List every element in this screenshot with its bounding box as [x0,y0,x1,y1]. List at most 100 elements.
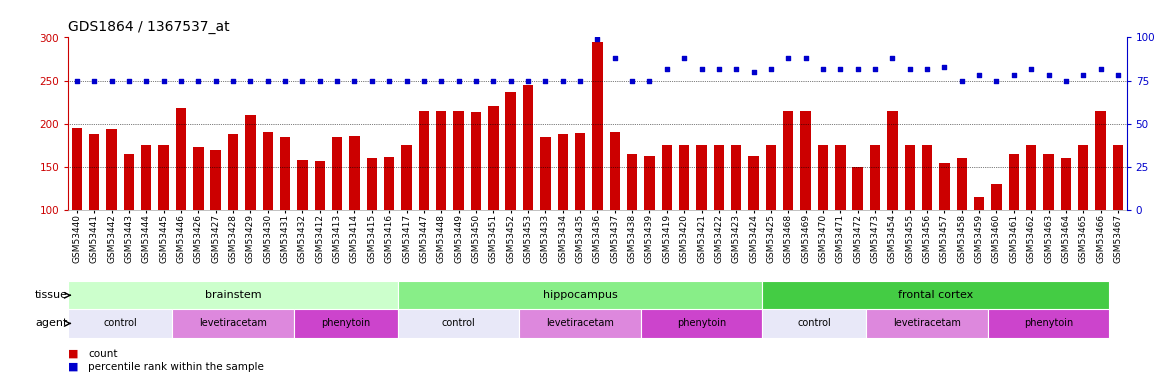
Point [693,66,711,72]
Bar [991,184,1002,210]
Bar [762,309,867,338]
Point [848,66,867,72]
Bar [397,309,520,338]
Point [449,78,468,84]
Point [67,78,86,84]
Bar [593,42,602,210]
Bar [385,156,394,210]
Bar [294,309,397,338]
Bar [940,163,950,210]
Bar [922,146,933,210]
Bar [974,197,984,210]
Point [345,78,363,84]
Point [206,78,225,84]
Text: agent: agent [35,318,68,328]
Bar [679,146,689,210]
Bar [228,134,239,210]
Point [917,66,936,72]
Text: phenytoin: phenytoin [677,318,726,328]
Text: ■: ■ [68,362,79,372]
Point [1056,78,1075,84]
Text: GDS1864 / 1367537_at: GDS1864 / 1367537_at [68,20,229,34]
Point [328,78,347,84]
Point [779,55,797,61]
Bar [315,161,325,210]
Point [1074,72,1093,78]
Bar [853,167,863,210]
Text: levetiracetam: levetiracetam [893,318,961,328]
Bar [835,146,846,210]
Point [1109,72,1128,78]
Bar [298,160,308,210]
Point [501,78,520,84]
Bar [1078,146,1089,210]
Text: frontal cortex: frontal cortex [898,290,974,300]
Bar [627,154,637,210]
Text: ■: ■ [68,349,79,359]
Bar [367,158,377,210]
Point [831,66,850,72]
Bar [1009,154,1020,210]
Text: phenytoin: phenytoin [321,318,370,328]
Point [640,78,659,84]
Point [553,78,572,84]
Bar [332,136,342,210]
Text: count: count [88,349,118,359]
Bar [696,146,707,210]
Point [970,72,989,78]
Bar [817,146,828,210]
Text: brainstem: brainstem [205,290,261,300]
Point [432,78,450,84]
Bar [609,132,620,210]
Bar [575,133,586,210]
Bar [262,132,273,210]
Bar [1025,146,1036,210]
Bar [173,309,294,338]
Bar [870,146,880,210]
Point [675,55,694,61]
Point [102,78,121,84]
Point [223,78,242,84]
Point [397,78,416,84]
Bar [762,281,1109,309]
Point [762,66,781,72]
Text: percentile rank within the sample: percentile rank within the sample [88,362,265,372]
Bar [644,156,655,210]
Point [953,78,971,84]
Point [796,55,815,61]
Point [154,78,173,84]
Text: control: control [442,318,475,328]
Point [727,66,746,72]
Point [588,36,607,42]
Text: hippocampus: hippocampus [542,290,617,300]
Point [259,78,278,84]
Point [657,66,676,72]
Bar [159,146,169,210]
Bar [211,150,221,210]
Point [275,78,294,84]
Bar [245,115,255,210]
Bar [1043,154,1054,210]
Bar [523,85,533,210]
Bar [68,309,173,338]
Text: tissue: tissue [35,290,68,300]
Bar [714,146,724,210]
Bar [867,309,988,338]
Point [570,78,589,84]
Bar [801,111,810,210]
Point [310,78,329,84]
Point [1091,66,1110,72]
Bar [89,134,100,210]
Bar [419,111,429,210]
Bar [436,111,447,210]
Bar [72,128,82,210]
Bar [540,136,550,210]
Bar [956,158,967,210]
Text: phenytoin: phenytoin [1024,318,1074,328]
Point [935,64,954,70]
Text: levetiracetam: levetiracetam [546,318,614,328]
Bar [662,146,671,210]
Bar [1095,111,1105,210]
Point [709,66,728,72]
Bar [454,111,463,210]
